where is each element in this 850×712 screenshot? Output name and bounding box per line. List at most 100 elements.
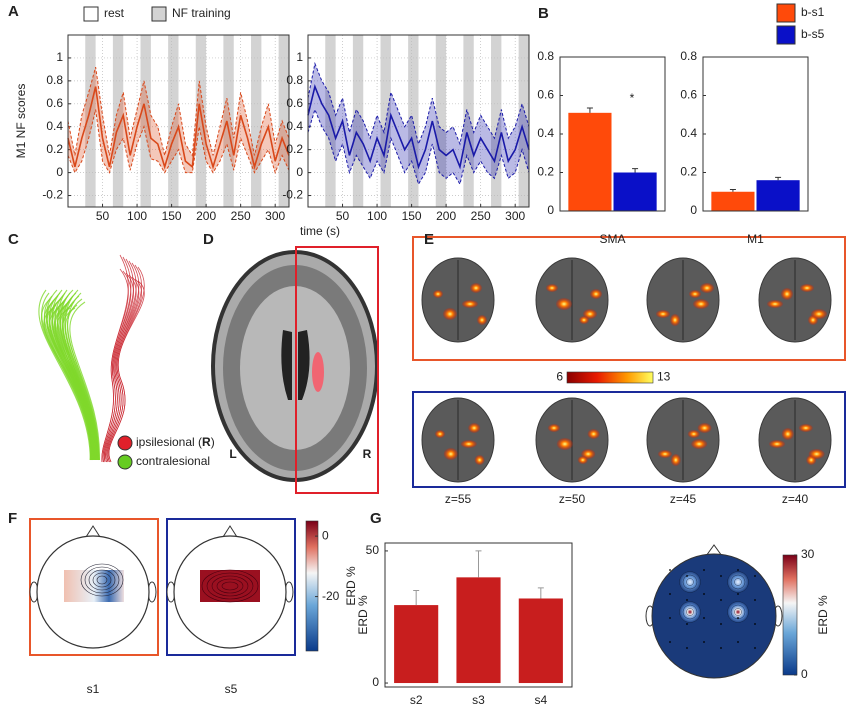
group-box [29, 518, 159, 656]
legend-text: ipsilesional ( [136, 435, 202, 449]
colorbar-tick-label: -20 [322, 589, 340, 603]
head [651, 553, 777, 679]
activation [579, 316, 589, 324]
contour [727, 571, 749, 593]
tract-fiber [102, 256, 132, 463]
chart: 50 100 150 200 250 300 -0.2 0 0.2 0.4 0.6 0.8 1 [282, 34, 530, 223]
nf-block [168, 35, 179, 207]
activation [556, 438, 573, 450]
x-tick-label: 250 [471, 209, 491, 223]
panel-letter: E [424, 231, 434, 248]
colorbar-tick-label: 0 [322, 528, 329, 542]
electrode [703, 641, 705, 643]
electrode [703, 593, 705, 595]
activation [798, 424, 813, 432]
nf-block [352, 35, 364, 207]
electrode [669, 569, 671, 571]
x-tick-label: 100 [367, 209, 387, 223]
activation [548, 424, 560, 432]
group-box [166, 518, 296, 656]
electrode [737, 569, 739, 571]
activation [670, 314, 680, 326]
contour [682, 604, 698, 620]
x-tick-label: s2 [410, 693, 423, 707]
tract-fiber [53, 304, 95, 461]
activation [587, 429, 600, 439]
roi-box [295, 246, 379, 494]
y-tick-label: 0 [547, 203, 554, 217]
tract-fiber [38, 289, 91, 461]
tract-fiber [64, 295, 98, 461]
contour [80, 563, 124, 597]
contour [679, 571, 701, 593]
x-tick-label: 300 [505, 209, 525, 223]
x-tick-label: SMA [599, 232, 625, 246]
activation [691, 439, 708, 449]
activation [670, 454, 681, 466]
error-bar [632, 168, 639, 173]
nose [85, 525, 101, 538]
electrode [754, 599, 756, 601]
y-tick-label: 0 [56, 165, 63, 179]
y-tick-label: 0.8 [680, 49, 697, 63]
activation [470, 283, 482, 293]
electrode [720, 647, 722, 649]
contour [92, 572, 112, 588]
colorbar-gradient [305, 520, 319, 652]
line [307, 83, 530, 170]
legend-swatch [776, 3, 796, 23]
y-tick-label: 0.4 [680, 126, 697, 140]
legend-label: b-s1 [801, 5, 825, 19]
x-tick-label: 150 [402, 209, 422, 223]
activation [727, 601, 749, 623]
activation [767, 300, 783, 308]
colorbar-tick-label: 6 [556, 370, 563, 384]
y-tick-label: 0.6 [46, 96, 63, 110]
y-tick-label: 0 [372, 675, 379, 689]
bar [394, 605, 439, 684]
plot-frame [67, 34, 290, 208]
y-tick-label: 0.4 [286, 119, 303, 133]
nf-block [380, 35, 391, 207]
y-tick-label: 0.6 [286, 96, 303, 110]
y-tick-label: 0.2 [680, 165, 697, 179]
legend-label: ipsilesional (R) [136, 435, 215, 449]
activation [769, 440, 785, 448]
colorbar-gradient [566, 371, 654, 384]
x-tick-label: M1 [747, 232, 764, 246]
line [67, 86, 290, 170]
y-tick-label: 0 [690, 203, 697, 217]
slice-label: z=45 [670, 492, 697, 506]
nf-block [278, 35, 289, 207]
slice-label: z=55 [445, 492, 472, 506]
colorbar: 0 -20 ERD % [305, 520, 358, 652]
electrode [703, 617, 705, 619]
topo-label: s1 [87, 682, 100, 696]
nose [222, 525, 238, 538]
significance: * [630, 91, 635, 105]
tract-fiber [105, 274, 137, 463]
electrode [754, 575, 756, 577]
electrode [686, 623, 688, 625]
electrode [686, 575, 688, 577]
activation [687, 430, 700, 438]
y-tick-label: 0.8 [537, 49, 554, 63]
electrode [737, 593, 739, 595]
bar [756, 180, 800, 211]
illustrations [29, 236, 846, 679]
contour [96, 575, 108, 585]
line [307, 61, 530, 146]
electrode [720, 599, 722, 601]
nf-block [435, 35, 447, 207]
x-tick-label: 250 [231, 209, 251, 223]
x-tick-label: 100 [127, 209, 147, 223]
error-bar [586, 107, 593, 113]
legend-text: ) [211, 435, 215, 449]
legend-label: NF training [172, 6, 231, 20]
activation [477, 315, 487, 325]
chart: 50 100 150 200 250 300 -0.2 0 0.2 0.4 0.6 0.8 1 M1 NF… [14, 34, 340, 238]
activation [679, 571, 701, 593]
activation [693, 299, 709, 309]
colorbar: 6 13 [556, 370, 670, 384]
